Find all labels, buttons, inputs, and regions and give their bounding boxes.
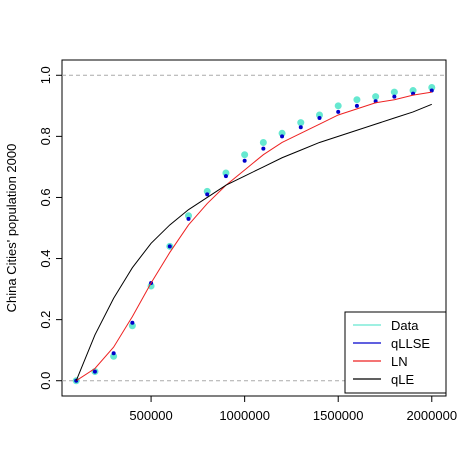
data-point	[353, 96, 361, 104]
data-point	[186, 216, 191, 221]
data-point	[167, 244, 172, 249]
data-point	[354, 103, 359, 108]
series-line	[75, 103, 432, 381]
x-tick-label: 1500000	[313, 408, 364, 423]
data-point	[315, 111, 323, 119]
x-tick-label: 500000	[129, 408, 172, 423]
y-tick-label: 1.0	[38, 66, 53, 84]
data-point	[280, 134, 285, 139]
data-point	[111, 351, 116, 356]
data-point	[130, 320, 135, 325]
data-point	[185, 212, 193, 220]
data-point	[278, 129, 286, 137]
x-tick-label: 1000000	[219, 408, 270, 423]
legend-label: LN	[391, 354, 408, 369]
data-point	[298, 125, 303, 130]
y-tick-label: 0.4	[38, 250, 53, 268]
data-point	[222, 169, 230, 177]
data-point	[297, 119, 305, 127]
data-point	[372, 93, 380, 101]
data-point	[110, 352, 118, 360]
y-tick-label: 0.6	[38, 188, 53, 206]
data-point	[336, 109, 341, 114]
data-point	[128, 322, 136, 330]
data-point	[392, 94, 397, 99]
data-point	[147, 282, 155, 290]
data-point	[203, 187, 211, 195]
x-tick-label: 2000000	[406, 408, 457, 423]
data-point	[261, 146, 266, 151]
data-point	[205, 192, 210, 197]
series-line	[75, 91, 432, 382]
data-point	[429, 88, 434, 93]
data-point	[259, 138, 267, 146]
y-tick-label: 0.2	[38, 311, 53, 329]
legend-label: Data	[391, 318, 419, 333]
y-axis-label: China Cities' population 2000	[4, 144, 19, 313]
data-point	[428, 83, 436, 91]
data-point	[390, 88, 398, 96]
data-point	[409, 87, 417, 95]
plot-box	[61, 59, 447, 397]
data-point	[223, 174, 228, 179]
data-point	[334, 102, 342, 110]
data-point	[241, 151, 249, 159]
data-point	[317, 116, 322, 121]
legend-label: qLLSE	[391, 336, 430, 351]
legend-label: qLE	[391, 372, 414, 387]
y-tick-label: 0.8	[38, 127, 53, 145]
data-point	[92, 369, 97, 374]
y-tick-label: 0.0	[38, 372, 53, 390]
data-point	[242, 158, 247, 163]
